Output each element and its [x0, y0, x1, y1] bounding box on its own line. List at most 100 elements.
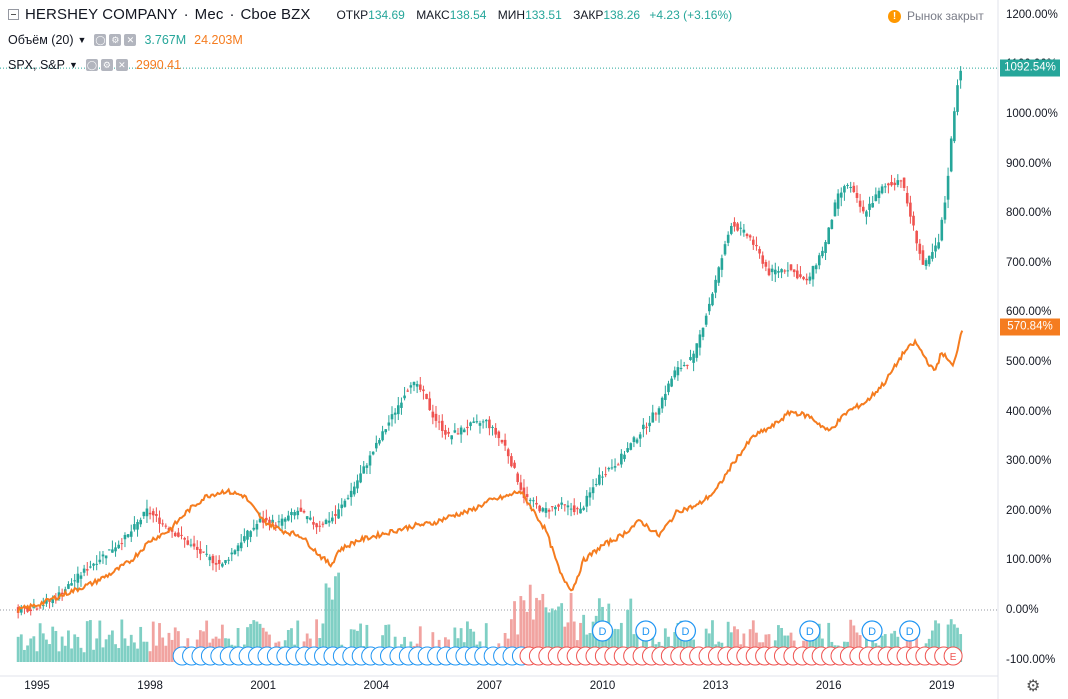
candle [349, 490, 353, 498]
candle [334, 514, 337, 516]
volume-bar [934, 620, 937, 662]
candle [905, 192, 909, 204]
candle [852, 185, 856, 193]
candle [469, 422, 472, 427]
volume-bar [26, 645, 29, 662]
candle [868, 203, 871, 210]
volume-bar [315, 619, 319, 662]
dividend-marker-label: D [806, 626, 814, 638]
candle [268, 519, 271, 526]
candle [544, 508, 548, 513]
compare-price-tag: 570.84% [1000, 318, 1060, 336]
volume-bar [679, 620, 683, 662]
volume-bar [579, 622, 582, 662]
volume-bar [484, 623, 488, 662]
gear-icon[interactable]: ⚙ [1026, 678, 1041, 695]
candle [664, 393, 667, 400]
candle [877, 190, 881, 199]
candle [440, 420, 444, 431]
volume-bar [572, 621, 576, 662]
candle [98, 559, 102, 563]
candle [550, 506, 554, 508]
candle [32, 607, 36, 609]
volume-bar [120, 619, 124, 662]
candle [274, 524, 278, 526]
compare-label[interactable]: SPX, S&P [8, 58, 65, 72]
candle [104, 555, 108, 559]
candle [554, 506, 557, 510]
volume-legend: Объём (20) ▼ ◯ ⚙ ✕ 3.767M 24.203M [8, 33, 243, 47]
candle [651, 412, 655, 423]
gear-icon[interactable]: ⚙ [109, 34, 122, 46]
eye-icon[interactable]: ◯ [85, 59, 98, 71]
candle [396, 405, 400, 415]
volume-bar [255, 621, 259, 662]
close-icon[interactable]: ✕ [124, 34, 137, 46]
candle [287, 515, 290, 521]
candle [422, 389, 425, 392]
chevron-down-icon[interactable]: ▼ [77, 35, 87, 45]
y-tick-label: 300.00% [1006, 455, 1052, 468]
volume-bar [808, 627, 812, 662]
volume-bar [334, 576, 337, 662]
candle [214, 562, 218, 565]
volume-value: 3.767M [144, 33, 187, 47]
candle [356, 480, 359, 489]
candle [428, 398, 432, 411]
gear-icon[interactable]: ⚙ [100, 59, 113, 71]
candle [337, 509, 340, 519]
volume-bar [560, 603, 564, 662]
candle [145, 508, 149, 517]
candle [447, 431, 450, 434]
candle [937, 242, 940, 249]
candle [692, 353, 695, 363]
candle [833, 202, 837, 217]
candle [522, 487, 526, 498]
candle [111, 549, 114, 553]
close-icon[interactable]: ✕ [115, 59, 128, 71]
volume-bar [733, 626, 736, 662]
candle [453, 430, 457, 433]
candle [381, 431, 384, 441]
candle [802, 276, 805, 280]
candle [324, 519, 328, 525]
minus-square-icon[interactable] [8, 9, 19, 20]
candle [277, 521, 281, 523]
candle [299, 507, 303, 512]
candle [632, 437, 636, 443]
candle [456, 433, 460, 435]
candle [528, 499, 532, 501]
candle [164, 525, 168, 527]
candle [302, 510, 306, 513]
earnings-marker-label: E [950, 652, 957, 663]
volume-bar [290, 628, 293, 662]
volume-label[interactable]: Объём (20) [8, 33, 74, 47]
volume-bar [541, 593, 545, 662]
market-status[interactable]: ! Рынок закрыт [888, 9, 984, 23]
volume-bar [591, 621, 595, 662]
candle [723, 244, 727, 255]
candle [956, 85, 959, 112]
dividend-marker [861, 620, 883, 642]
candle [572, 505, 576, 513]
candle [560, 502, 563, 505]
volume-bar [337, 572, 340, 662]
main-legend: HERSHEY COMPANY · Мес · Cboe BZX ОТКР134… [8, 6, 732, 23]
y-tick-label: 800.00% [1006, 207, 1052, 220]
volume-bar [41, 633, 45, 662]
candle [224, 560, 227, 564]
chevron-down-icon[interactable]: ▼ [68, 60, 78, 70]
candle [139, 519, 142, 525]
eye-icon[interactable]: ◯ [94, 34, 107, 46]
candle [711, 293, 714, 306]
dividend-marker [591, 620, 614, 642]
candle [293, 512, 296, 516]
symbol-title[interactable]: HERSHEY COMPANY [25, 6, 178, 23]
volume-bar [321, 623, 325, 662]
volume-bar [38, 623, 42, 662]
candle [403, 395, 406, 399]
interval-label[interactable]: Мес [194, 6, 224, 23]
candle [830, 219, 834, 229]
volume-bar [852, 625, 856, 662]
